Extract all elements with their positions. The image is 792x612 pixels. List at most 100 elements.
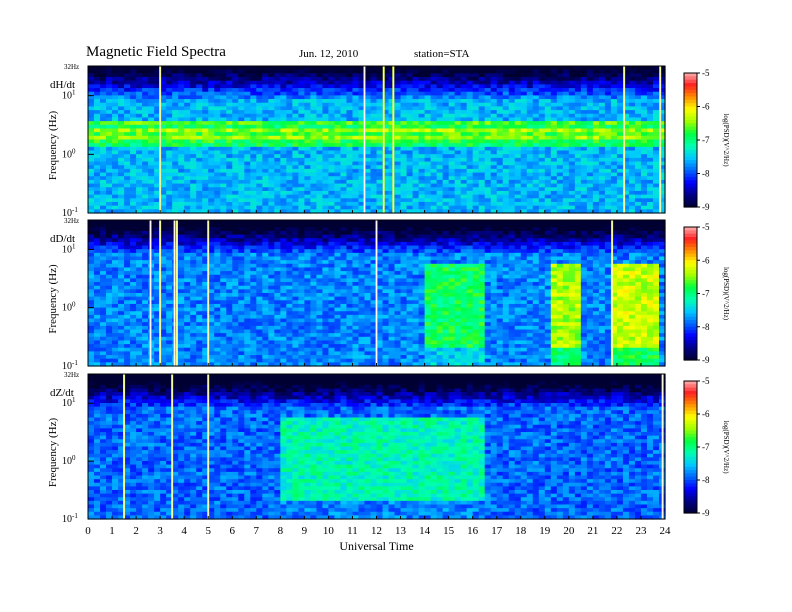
spectrogram-cell xyxy=(310,252,317,258)
spectrogram-cell xyxy=(652,179,660,185)
spectrogram-cell xyxy=(448,223,456,228)
spectrogram-cell xyxy=(88,241,95,247)
spectrogram-cell xyxy=(256,150,263,155)
spectrogram-cell xyxy=(412,205,420,210)
spectrogram-cell xyxy=(184,223,191,228)
spectrogram-cell xyxy=(490,256,498,261)
spectrogram-cell xyxy=(520,205,528,210)
spectrogram-cell xyxy=(178,157,185,163)
spectrogram-cell xyxy=(292,117,299,122)
spectrogram-cell xyxy=(142,172,149,177)
spectrogram-cell xyxy=(628,91,636,96)
spectrogram-cell xyxy=(442,128,450,133)
spectrogram-cell xyxy=(88,209,95,214)
spectrogram-cell xyxy=(574,176,582,181)
spectrogram-cell xyxy=(424,121,432,126)
spectrogram-cell xyxy=(658,139,666,144)
spectrogram-cell xyxy=(280,176,287,181)
spectrogram-cell xyxy=(586,121,594,126)
spectrogram-cell xyxy=(232,69,239,74)
spectrogram-cell xyxy=(292,91,299,96)
spectrogram-cell xyxy=(430,88,438,93)
spectrogram-cell xyxy=(268,95,275,100)
spectrogram-cell xyxy=(124,157,131,163)
spectrogram-cell xyxy=(256,135,263,141)
spectrogram-cell xyxy=(238,194,245,199)
spectrogram-cell xyxy=(106,150,113,155)
spectrogram-cell xyxy=(514,110,522,115)
spectrogram-cell xyxy=(586,106,594,111)
spectrogram-cell xyxy=(616,238,624,243)
spectrogram-cell xyxy=(316,146,324,152)
spectrogram-cell xyxy=(430,84,438,89)
spectrogram-cell xyxy=(172,139,179,144)
spectrogram-cell xyxy=(154,110,161,115)
spectrogram-cell xyxy=(658,241,666,247)
spectrogram-cell xyxy=(616,102,624,108)
spectrogram-cell xyxy=(238,102,245,108)
spectrogram-cell xyxy=(166,95,173,100)
spectrogram-cell xyxy=(520,66,528,71)
spectrogram-cell xyxy=(280,190,287,196)
spectrogram-cell xyxy=(544,220,552,225)
spectrogram-cell xyxy=(394,139,402,144)
spectrogram-cell xyxy=(622,201,630,207)
spectrogram-cell xyxy=(454,132,462,137)
spectrogram-cell xyxy=(514,194,522,199)
spectrogram-cell xyxy=(448,88,456,93)
spectrogram-cell xyxy=(526,95,534,100)
spectrogram-cell xyxy=(118,80,125,85)
spectrogram-cell xyxy=(190,77,197,82)
spectrogram-cell xyxy=(298,168,305,174)
spectrogram-cell xyxy=(622,172,630,177)
spectrogram-cell xyxy=(364,168,372,174)
spectrogram-cell xyxy=(580,132,588,137)
spectrogram-cell xyxy=(436,110,444,115)
spectrogram-cell xyxy=(448,91,456,96)
spectrogram-cell xyxy=(244,113,251,119)
spectrogram-cell xyxy=(172,77,179,82)
spectrogram-cell xyxy=(562,190,570,196)
spectrogram-cell xyxy=(172,135,179,141)
spectrogram-cell xyxy=(628,234,636,239)
spectrogram-cell xyxy=(310,66,317,71)
spectrogram-cell xyxy=(106,249,113,254)
spectrogram-cell xyxy=(214,238,221,243)
spectrogram-cell xyxy=(634,238,642,243)
spectrogram-cell xyxy=(628,165,636,170)
spectrogram-cell xyxy=(604,168,612,174)
spectrogram-cell xyxy=(310,198,317,203)
spectrogram-cell xyxy=(334,165,342,170)
spectrogram-cell xyxy=(556,238,564,243)
spectrogram-cell xyxy=(214,66,221,71)
station-label: station=STA xyxy=(414,48,470,60)
spectrogram-cell xyxy=(322,121,330,126)
spectrogram-cell xyxy=(136,220,143,225)
spectrogram-cell xyxy=(100,91,107,96)
spectrogram-cell xyxy=(436,117,444,122)
spectrogram-cell xyxy=(94,110,101,115)
spectrogram-cell xyxy=(622,135,630,141)
spectrogram-cell xyxy=(550,179,558,185)
spectrogram-cell xyxy=(202,124,209,130)
spectrogram-cell xyxy=(544,201,552,207)
spectrogram-cell xyxy=(460,91,468,96)
spectrogram-cell xyxy=(568,95,576,100)
spectrogram-cell xyxy=(502,198,510,203)
spectrogram-cell xyxy=(376,256,384,261)
spectrogram-cell xyxy=(364,113,372,119)
spectrogram-cell xyxy=(226,121,233,126)
spectrogram-cell xyxy=(298,84,305,89)
spectrogram-cell xyxy=(292,238,299,243)
spectrogram-cell xyxy=(652,150,660,155)
spectrogram-cell xyxy=(214,223,221,228)
spectrogram-cell xyxy=(526,84,534,89)
spectrogram-cell xyxy=(382,117,390,122)
spectrogram-cell xyxy=(100,249,107,254)
spectrogram-cell xyxy=(178,201,185,207)
spectrogram-cell xyxy=(364,102,372,108)
spectrogram-cell xyxy=(490,234,498,239)
spectrogram-cell xyxy=(556,124,564,130)
spectrogram-cell xyxy=(196,183,203,188)
spectrogram-cell xyxy=(220,241,227,247)
